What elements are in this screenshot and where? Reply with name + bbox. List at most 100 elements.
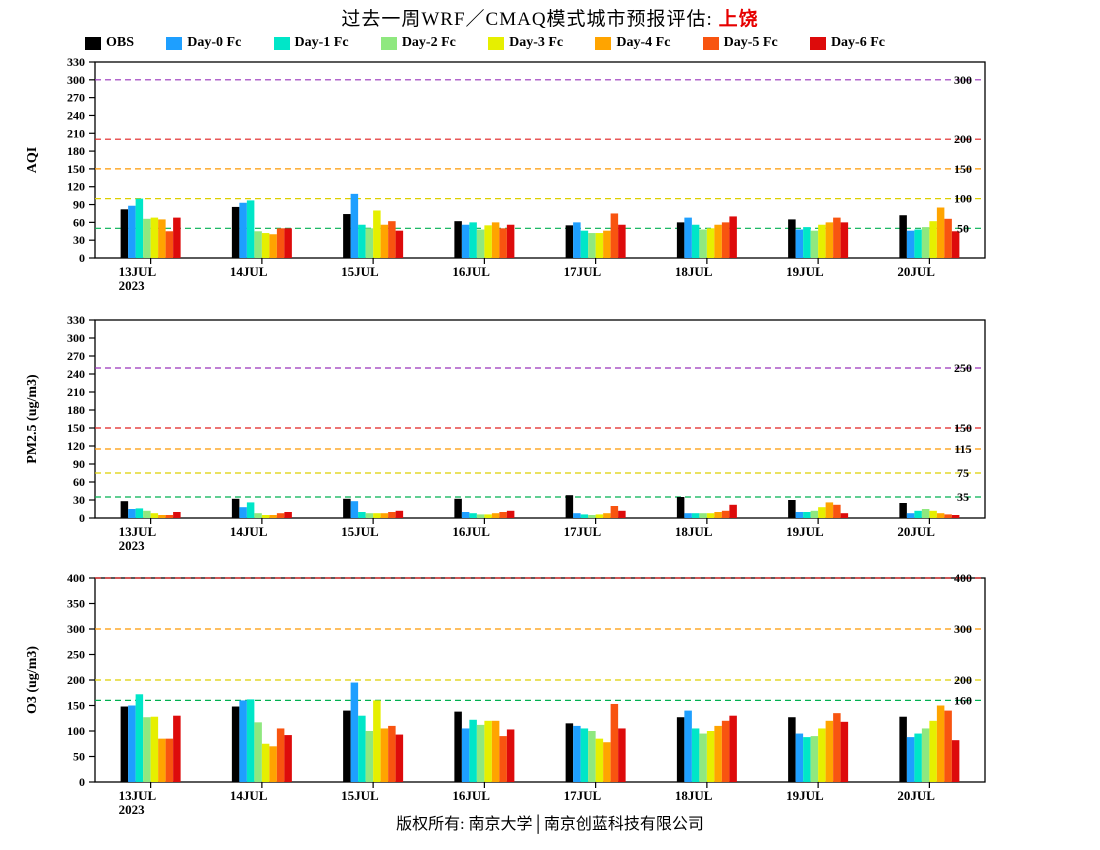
- y-axis-title: PM2.5 (ug/m3): [25, 374, 40, 464]
- bar-Day-1 Fc-16JUL: [469, 513, 477, 518]
- y-tick-label: 60: [73, 215, 85, 229]
- bar-Day-6 Fc-20JUL: [951, 231, 960, 258]
- y-tick-label: 300: [67, 331, 85, 345]
- x-tick-label: 20JUL: [897, 788, 935, 803]
- bar-Day-1 Fc-20JUL: [914, 733, 922, 782]
- bar-Day-1 Fc-14JUL: [246, 502, 255, 518]
- bar-Day-3 Fc-19JUL: [818, 224, 826, 258]
- bar-Day-1 Fc-15JUL: [358, 224, 366, 258]
- bar-Day-1 Fc-17JUL: [580, 230, 589, 258]
- x-tick-label: 14JUL: [230, 788, 268, 803]
- bar-Day-5 Fc-17JUL: [610, 213, 619, 258]
- bar-OBS-13JUL: [120, 501, 129, 518]
- y-tick-label: 30: [73, 233, 85, 247]
- bar-Day-6 Fc-16JUL: [506, 729, 515, 782]
- title-city: 上饶: [718, 9, 759, 30]
- bar-Day-1 Fc-15JUL: [358, 715, 366, 782]
- legend-swatch: [702, 36, 719, 50]
- y-tick-label: 150: [67, 699, 85, 713]
- bar-Day-2 Fc-15JUL: [365, 513, 374, 518]
- bar-Day-6 Fc-19JUL: [840, 222, 849, 258]
- bar-Day-0 Fc-20JUL: [906, 230, 915, 258]
- bar-Day-1 Fc-13JUL: [135, 198, 144, 258]
- bar-OBS-17JUL: [565, 495, 574, 518]
- panel-box: [94, 61, 986, 259]
- legend-label: Day-0 Fc: [187, 35, 242, 50]
- bar-Day-3 Fc-13JUL: [150, 716, 159, 782]
- bar-Day-6 Fc-18JUL: [729, 715, 737, 782]
- x-tick-label: 14JUL: [230, 264, 268, 279]
- bar-OBS-17JUL: [565, 225, 574, 258]
- bar-Day-0 Fc-19JUL: [795, 733, 804, 782]
- bar-OBS-20JUL: [899, 215, 907, 258]
- bar-Day-1 Fc-18JUL: [691, 224, 700, 258]
- bar-Day-6 Fc-14JUL: [284, 228, 292, 258]
- y-tick-label: 210: [67, 126, 85, 140]
- bar-Day-1 Fc-20JUL: [914, 510, 922, 518]
- legend-item: Day-6 Fc: [809, 35, 885, 51]
- bar-Day-6 Fc-15JUL: [395, 734, 404, 782]
- x-tick-label: 19JUL: [786, 788, 824, 803]
- bar-Day-5 Fc-16JUL: [499, 228, 507, 258]
- bar-Day-6 Fc-14JUL: [284, 735, 292, 782]
- title-main: 过去一周WRF／CMAQ模式城市预报评估:: [341, 9, 719, 30]
- legend-item: Day-4 Fc: [595, 35, 670, 51]
- bar-Day-5 Fc-18JUL: [721, 510, 730, 518]
- legend-swatch: [273, 36, 290, 50]
- bar-Day-5 Fc-17JUL: [610, 506, 619, 518]
- bar-Day-6 Fc-16JUL: [506, 510, 515, 518]
- bar-Day-4 Fc-19JUL: [825, 502, 834, 518]
- bar-Day-3 Fc-20JUL: [929, 221, 937, 258]
- bar-Day-5 Fc-13JUL: [165, 231, 174, 258]
- bar-Day-3 Fc-17JUL: [595, 738, 604, 782]
- threshold-label: 160: [954, 693, 972, 707]
- x-tick-label: 19JUL: [786, 524, 824, 539]
- legend-swatch: [809, 36, 826, 50]
- panel-box: [94, 319, 986, 519]
- y-tick-label: 300: [67, 622, 85, 636]
- y-tick-label: 120: [67, 439, 85, 453]
- bar-OBS-17JUL: [565, 723, 574, 782]
- y-tick-label: 330: [67, 55, 85, 69]
- bar-Day-6 Fc-19JUL: [840, 513, 849, 518]
- bar-OBS-13JUL: [120, 209, 129, 258]
- y-tick-label: 350: [67, 597, 85, 611]
- x-tick-label: 16JUL: [452, 788, 490, 803]
- legend-label: Day-2 Fc: [401, 35, 456, 50]
- bar-Day-3 Fc-18JUL: [706, 513, 715, 518]
- bar-Day-5 Fc-15JUL: [388, 512, 396, 518]
- legend-label: OBS: [106, 35, 135, 50]
- bar-OBS-15JUL: [343, 214, 351, 258]
- x-tick-label: 15JUL: [341, 264, 379, 279]
- bar-Day-0 Fc-18JUL: [684, 513, 692, 518]
- y-tick-label: 210: [67, 385, 85, 399]
- threshold-label: 75: [957, 466, 969, 480]
- panel-2: 0 30 60 90 120 150 180 210 240 270 300 330 35 75 115 15…: [25, 313, 986, 553]
- bar-Day-5 Fc-19JUL: [833, 504, 841, 518]
- bar-Day-4 Fc-20JUL: [936, 705, 945, 782]
- legend-item: OBS: [85, 35, 134, 51]
- threshold-label: 300: [954, 73, 972, 87]
- y-tick-label: 100: [67, 724, 85, 738]
- y-axis-title: AQI: [25, 147, 40, 173]
- y-tick-label: 180: [67, 403, 85, 417]
- bar-Day-3 Fc-19JUL: [818, 507, 826, 518]
- y-tick-label: 200: [67, 673, 85, 687]
- y-tick-label: 60: [73, 475, 85, 489]
- bar-Day-5 Fc-20JUL: [944, 514, 952, 518]
- bar-Day-1 Fc-19JUL: [803, 512, 811, 518]
- bar-Day-4 Fc-18JUL: [714, 224, 722, 258]
- bar-Day-5 Fc-13JUL: [165, 515, 174, 518]
- legend-label: Day-6 Fc: [830, 35, 885, 50]
- bar-Day-0 Fc-19JUL: [795, 229, 804, 258]
- bar-Day-1 Fc-16JUL: [469, 222, 477, 258]
- bar-Day-4 Fc-18JUL: [714, 512, 722, 518]
- bar-Day-2 Fc-18JUL: [699, 513, 707, 518]
- threshold-label: 200: [954, 132, 972, 146]
- bar-Day-5 Fc-15JUL: [388, 221, 396, 258]
- y-tick-label: 240: [67, 367, 85, 381]
- bar-OBS-15JUL: [343, 710, 351, 782]
- bar-Day-2 Fc-19JUL: [810, 230, 819, 258]
- bar-Day-4 Fc-18JUL: [714, 725, 722, 782]
